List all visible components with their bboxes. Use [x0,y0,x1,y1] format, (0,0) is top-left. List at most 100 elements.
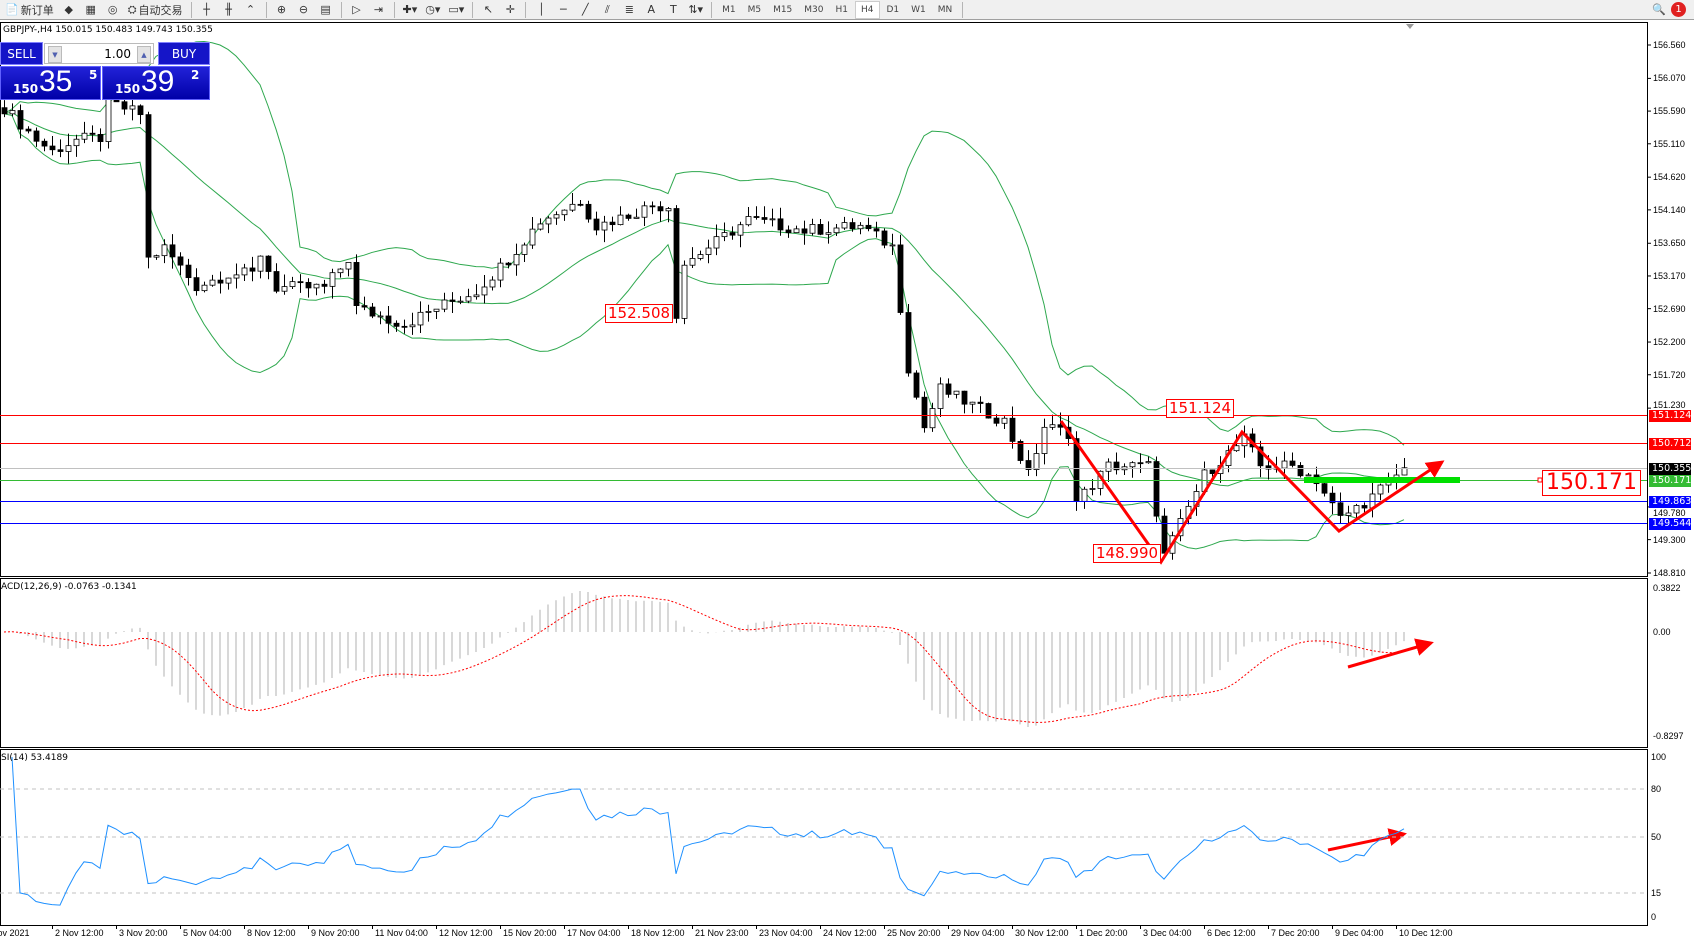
buy-price[interactable]: 150 39 2 [102,65,210,100]
candle [73,134,80,157]
arrows-button[interactable]: ⇅▾ [685,1,706,19]
vertical-line-icon: │ [538,3,545,16]
text-button[interactable]: A [641,1,661,19]
price-annotation[interactable]: 148.990 [1093,544,1162,563]
candle-body [1009,417,1016,442]
candle-body [625,214,632,219]
expert-button[interactable]: ◆ [59,1,79,19]
time-axis-label: 25 Nov 20:00 [887,928,941,938]
periods-button[interactable]: ◷▾ [422,1,443,19]
line-chart-button[interactable]: ⌃ [241,1,261,19]
crosshair-button[interactable]: ✛ [500,1,520,19]
candle [1113,452,1120,475]
channel-button[interactable]: ⫽ [597,1,617,19]
signals-button[interactable]: ◎ [103,1,123,19]
new-order-button[interactable]: 📄 新订单 [2,1,57,19]
cursor-button[interactable]: ↖ [478,1,498,19]
templates-button[interactable]: ▭▾ [445,1,467,19]
candle-body [617,214,624,226]
timeframe-h1[interactable]: H1 [835,4,849,15]
candle [1257,440,1264,478]
time-axis-label: 3 Nov 20:00 [119,928,168,938]
tile-windows-button[interactable]: ▤ [316,1,336,19]
vertical-line-button[interactable]: │ [531,1,551,19]
timeframe-m5[interactable]: M5 [747,4,762,15]
sell-button[interactable]: SELL [0,42,43,65]
price-line-tag: 150.171 [1649,474,1691,487]
candle [425,304,432,322]
candle [881,228,888,249]
horizontal-line-icon: ─ [560,3,567,16]
timeframe-m15[interactable]: M15 [773,4,793,15]
candle [417,301,424,333]
lot-increase-button[interactable]: ▲ [137,46,151,63]
navigator-button[interactable]: ▦ [81,1,101,19]
candle [377,311,384,325]
template-icon: ▭▾ [448,3,465,16]
horizontal-line-button[interactable]: ─ [553,1,573,19]
candle [161,239,168,264]
macd-trend-arrow[interactable] [1347,638,1434,669]
zoom-out-button[interactable]: ⊖ [294,1,314,19]
chart-shift-marker[interactable] [1406,24,1414,29]
timeframe-h4[interactable]: H4 [855,0,880,19]
timeframe-m30[interactable]: M30 [804,4,824,15]
zoom-in-button[interactable]: ⊕ [272,1,292,19]
macd-pane-frame [0,578,1648,748]
bar-chart-button[interactable]: ┼ [197,1,217,19]
time-axis-label: 23 Nov 04:00 [759,928,813,938]
notifications-badge[interactable]: 1 [1671,2,1686,17]
timeframe-w1[interactable]: W1 [911,4,926,15]
trendline-button[interactable]: ╱ [575,1,595,19]
price-annotation[interactable]: 152.508 [605,304,674,323]
pattern-arrow[interactable] [1059,420,1445,565]
fibonacci-button[interactable]: ≣ [619,1,639,19]
timeframe-mn[interactable]: MN [937,4,953,15]
rsi-trend-arrow[interactable] [1327,828,1407,852]
indicators-button[interactable]: ✚▾ [400,1,421,19]
candle [969,401,976,414]
candle-body [601,221,608,231]
search-button[interactable]: 🔍 [1649,1,1669,19]
candle [937,377,944,418]
candle-body [745,216,752,226]
price-annotation[interactable]: 151.124 [1166,399,1235,418]
price-annotation-large[interactable]: 150.171 [1542,470,1641,496]
candle-body [713,236,720,249]
sell-price[interactable]: 150 35 5 [0,65,101,100]
buy-button[interactable]: BUY [158,42,210,65]
chart-shift-button[interactable]: ⇥ [369,1,389,19]
time-axis-label: 9 Dec 04:00 [1335,928,1384,938]
macd-histogram [11,590,1405,728]
candle [233,263,240,289]
candlestick-button[interactable]: ╫ [219,1,239,19]
price-axis-label: 156.070 [1653,73,1686,83]
timeframe-m1[interactable]: M1 [722,4,736,15]
time-axis-label: 7 Dec 20:00 [1271,928,1320,938]
candle-body [729,232,736,236]
candle-body [193,277,200,292]
candle [1361,502,1368,515]
candle [153,254,160,260]
candle [577,200,584,207]
candle-body [817,224,824,235]
candle [401,319,408,334]
candle [849,218,856,232]
candle-body [1129,462,1136,468]
timeframe-d1[interactable]: D1 [886,4,900,15]
candle-body [697,254,704,259]
candle [65,133,72,164]
text-label-button[interactable]: T [663,1,683,19]
candle-body [273,271,280,292]
auto-scroll-button[interactable]: ▷ [347,1,367,19]
candle [137,104,144,125]
candle [41,138,48,152]
lot-decrease-button[interactable]: ▼ [48,46,62,63]
candle-body [1305,474,1312,477]
candle [305,278,312,298]
lot-size-input[interactable]: 1.00 [44,43,154,64]
candle-body [417,311,424,326]
price-axis-label: 153.170 [1653,271,1686,281]
auto-trading-button[interactable]: ⛭ 自动交易 [125,1,186,19]
